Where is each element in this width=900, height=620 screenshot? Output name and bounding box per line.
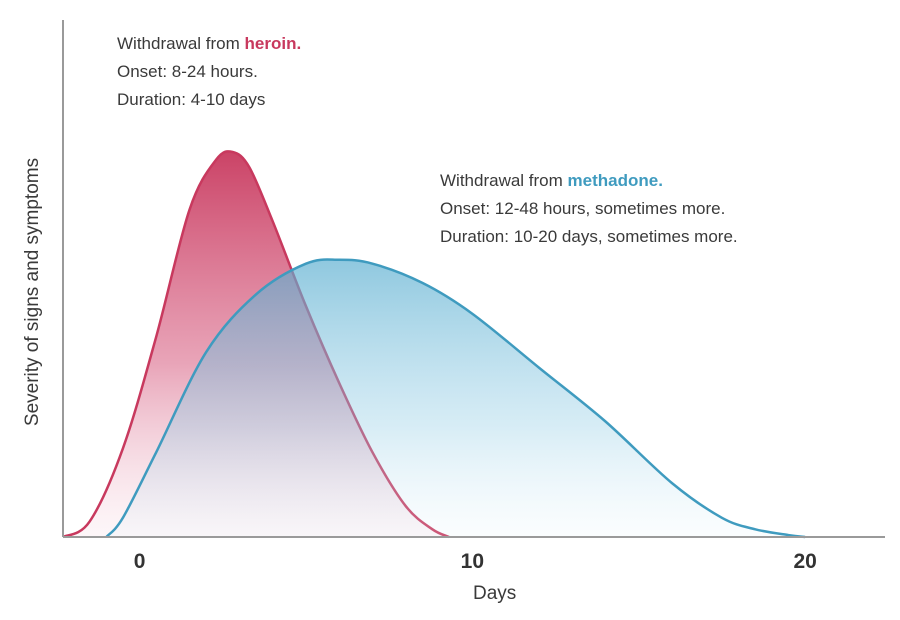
methadone-annotation: Withdrawal from methadone. Onset: 12-48 …: [440, 167, 738, 251]
heroin-highlight: heroin.: [244, 34, 302, 53]
heroin-onset: Onset: 8-24 hours.: [117, 62, 258, 81]
methadone-line: [105, 258, 806, 539]
methadone-annotation-title: Withdrawal from methadone.: [440, 171, 663, 190]
heroin-annotation-title: Withdrawal from heroin.: [117, 34, 302, 53]
heroin-duration: Duration: 4-10 days: [117, 90, 266, 109]
heroin-annotation: Withdrawal from heroin. Onset: 8-24 hour…: [117, 30, 301, 114]
methadone-onset: Onset: 12-48 hours, sometimes more.: [440, 199, 726, 218]
y-axis-label: Severity of signs and symptoms: [22, 157, 43, 427]
methadone-highlight: methadone.: [567, 171, 663, 190]
x-tick-label: 20: [793, 550, 816, 573]
x-tick-label: 10: [461, 550, 484, 573]
x-tick-label: 0: [134, 550, 146, 573]
methadone-duration: Duration: 10-20 days, sometimes more.: [440, 227, 738, 246]
x-axis-label: Days: [473, 583, 517, 604]
methadone-area: [106, 259, 806, 537]
